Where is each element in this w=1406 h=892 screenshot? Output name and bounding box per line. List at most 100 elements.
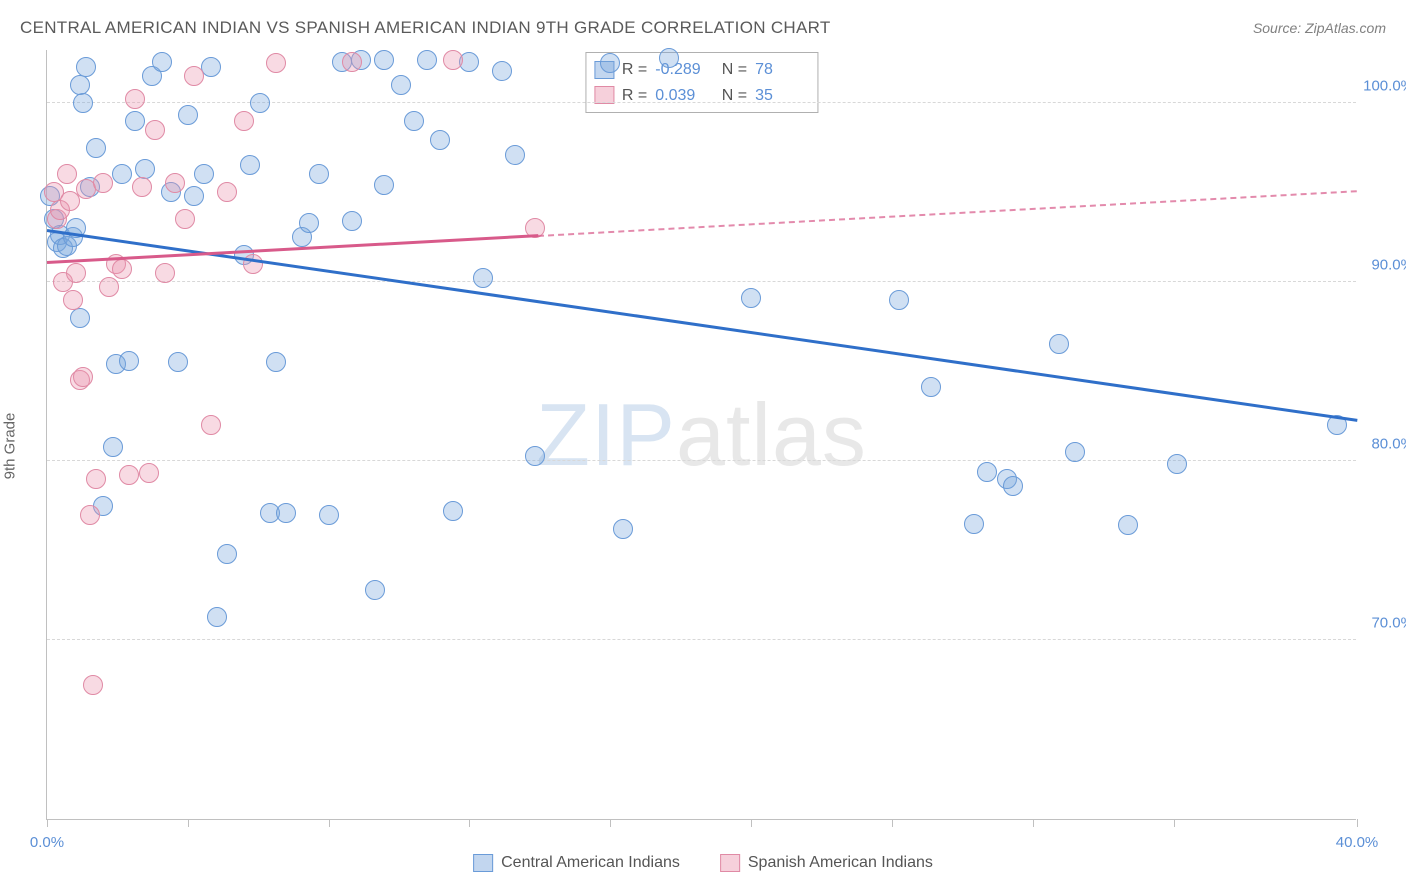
scatter-point — [266, 352, 286, 372]
scatter-point — [152, 52, 172, 72]
x-tick-mark — [1033, 819, 1034, 827]
scatter-point — [217, 544, 237, 564]
stat-r-label: R = — [622, 83, 647, 109]
scatter-point — [417, 50, 437, 70]
series-legend: Central American Indians Spanish American… — [473, 854, 933, 872]
scatter-point — [103, 437, 123, 457]
scatter-point — [921, 377, 941, 397]
scatter-point — [139, 463, 159, 483]
scatter-point — [184, 186, 204, 206]
legend-swatch — [720, 854, 740, 872]
scatter-point — [525, 446, 545, 466]
x-tick-mark — [610, 819, 611, 827]
x-tick-label: 0.0% — [30, 834, 64, 851]
stat-n-value: 78 — [755, 57, 809, 83]
legend-item: Spanish American Indians — [720, 854, 933, 872]
scatter-point — [319, 505, 339, 525]
scatter-point — [112, 259, 132, 279]
chart-header: CENTRAL AMERICAN INDIAN VS SPANISH AMERI… — [20, 18, 1386, 38]
scatter-point — [889, 290, 909, 310]
scatter-point — [600, 53, 620, 73]
y-tick-label: 100.0% — [1363, 77, 1406, 94]
y-tick-label: 70.0% — [1371, 614, 1406, 631]
scatter-point — [1065, 442, 1085, 462]
scatter-point — [73, 367, 93, 387]
scatter-point — [391, 75, 411, 95]
stat-r-label: R = — [622, 57, 647, 83]
x-tick-mark — [47, 819, 48, 827]
y-axis-label: 9th Grade — [2, 413, 19, 480]
scatter-plot-area: ZIPatlas R =-0.289 N =78R =0.039 N =35 7… — [46, 50, 1356, 820]
scatter-point — [135, 159, 155, 179]
scatter-point — [1118, 515, 1138, 535]
scatter-point — [1049, 334, 1069, 354]
scatter-point — [119, 465, 139, 485]
stat-n-label: N = — [717, 83, 747, 109]
scatter-point — [741, 288, 761, 308]
scatter-point — [505, 145, 525, 165]
scatter-point — [342, 211, 362, 231]
y-tick-label: 80.0% — [1371, 435, 1406, 452]
legend-label: Central American Indians — [501, 854, 680, 872]
watermark-part2: atlas — [676, 385, 867, 484]
scatter-point — [184, 66, 204, 86]
scatter-point — [964, 514, 984, 534]
legend-swatch — [473, 854, 493, 872]
x-tick-mark — [469, 819, 470, 827]
scatter-point — [70, 308, 90, 328]
scatter-point — [443, 50, 463, 70]
scatter-point — [309, 164, 329, 184]
scatter-point — [250, 93, 270, 113]
scatter-point — [76, 57, 96, 77]
y-tick-label: 90.0% — [1371, 256, 1406, 273]
scatter-point — [165, 173, 185, 193]
scatter-point — [492, 61, 512, 81]
scatter-point — [342, 52, 362, 72]
scatter-point — [155, 263, 175, 283]
scatter-point — [63, 290, 83, 310]
scatter-point — [112, 164, 132, 184]
scatter-point — [1003, 476, 1023, 496]
stat-n-value: 35 — [755, 83, 809, 109]
scatter-point — [1167, 454, 1187, 474]
scatter-point — [430, 130, 450, 150]
x-tick-mark — [892, 819, 893, 827]
scatter-point — [145, 120, 165, 140]
scatter-point — [93, 173, 113, 193]
stat-n-label: N = — [717, 57, 747, 83]
scatter-point — [80, 505, 100, 525]
scatter-point — [404, 111, 424, 131]
scatter-point — [659, 48, 679, 68]
scatter-point — [60, 191, 80, 211]
scatter-point — [178, 105, 198, 125]
chart-title: CENTRAL AMERICAN INDIAN VS SPANISH AMERI… — [20, 18, 831, 38]
gridline — [47, 460, 1356, 461]
scatter-point — [240, 155, 260, 175]
scatter-point — [73, 93, 93, 113]
scatter-point — [125, 89, 145, 109]
scatter-point — [276, 503, 296, 523]
scatter-point — [175, 209, 195, 229]
scatter-point — [57, 164, 77, 184]
source-attribution: Source: ZipAtlas.com — [1253, 20, 1386, 36]
x-tick-mark — [1174, 819, 1175, 827]
scatter-point — [99, 277, 119, 297]
scatter-point — [374, 50, 394, 70]
gridline — [47, 639, 1356, 640]
scatter-point — [83, 675, 103, 695]
gridline — [47, 281, 1356, 282]
scatter-point — [473, 268, 493, 288]
scatter-point — [365, 580, 385, 600]
scatter-point — [132, 177, 152, 197]
scatter-point — [119, 351, 139, 371]
legend-label: Spanish American Indians — [748, 854, 933, 872]
scatter-point — [234, 111, 254, 131]
scatter-point — [201, 415, 221, 435]
stats-row: R =-0.289 N =78 — [594, 57, 809, 83]
scatter-point — [207, 607, 227, 627]
scatter-point — [86, 469, 106, 489]
watermark-part1: ZIP — [536, 385, 676, 484]
scatter-point — [194, 164, 214, 184]
scatter-point — [613, 519, 633, 539]
scatter-point — [66, 263, 86, 283]
